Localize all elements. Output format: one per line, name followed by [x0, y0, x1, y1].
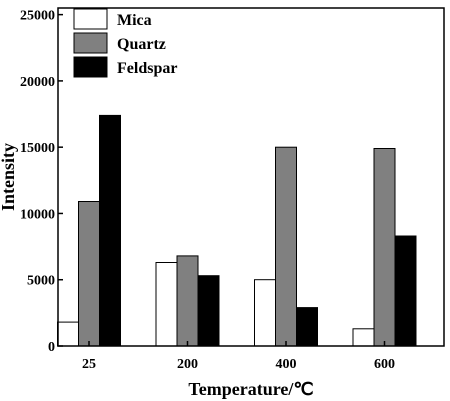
x-axis-ticks: 25200400600800	[82, 341, 395, 372]
legend-swatch-quartz	[73, 32, 108, 54]
bars-layer	[57, 114, 417, 347]
legend-label-feldspar: Feldspar	[117, 60, 177, 77]
legend-swatch-feldspar	[73, 56, 108, 78]
plot-frame	[57, 7, 445, 347]
bar-quartz-400	[275, 146, 297, 347]
bar-mica-200	[155, 262, 178, 347]
y-tick-label: 5000	[27, 274, 55, 289]
legend-label-quartz: Quartz	[117, 36, 166, 53]
x-tick-label: 600	[374, 357, 395, 372]
bar-feldspar-200	[197, 275, 220, 347]
y-tick-label: 0	[48, 340, 55, 355]
legend-swatch-mica	[73, 8, 108, 30]
y-tick-label: 25000	[20, 9, 55, 24]
y-axis-ticks: 0 5000 10000 15000 20000 25000	[20, 9, 63, 355]
bar-feldspar-25	[99, 114, 121, 347]
x-tick-label: 25	[82, 357, 96, 372]
x-tick-label: 200	[177, 357, 198, 372]
bar-feldspar-400	[296, 307, 318, 347]
bar-mica-400	[254, 279, 276, 347]
y-tick-label: 20000	[20, 75, 55, 90]
y-tick-label: 10000	[20, 207, 55, 222]
bar-quartz-25	[78, 201, 100, 347]
legend-label-mica: Mica	[117, 12, 152, 29]
legend: Mica Quartz Feldspar	[73, 8, 177, 78]
bar-feldspar-600	[394, 235, 417, 347]
bar-quartz-200	[176, 255, 199, 347]
x-axis-title: Temperature/℃	[188, 379, 313, 399]
y-tick-label: 15000	[20, 141, 55, 156]
x-tick-label: 400	[276, 357, 297, 372]
bar-mica-600	[352, 328, 375, 347]
bar-quartz-600	[373, 148, 396, 347]
y-axis-title: Intensity	[0, 143, 18, 211]
bar-mica-25	[57, 321, 79, 347]
